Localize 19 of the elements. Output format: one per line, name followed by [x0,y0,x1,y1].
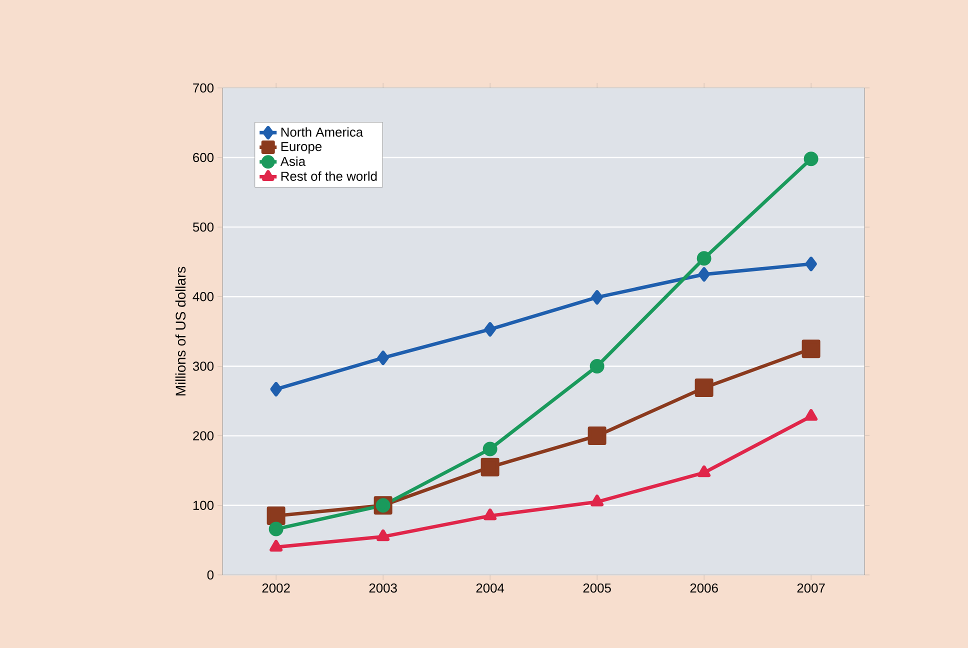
x-tick-label: 2004 [476,583,504,593]
y-tick-label: 100 [193,500,214,510]
y-tick-label: 300 [192,362,214,371]
x-tick-label: 2002 [262,583,290,593]
y-tick-label: 700 [193,83,214,93]
legend-label: Asia [280,156,306,166]
y-tick-label: 0 [207,570,214,580]
y-tick-label: 600 [193,152,214,162]
x-tick-label: 2005 [583,583,611,593]
x-tick-label: 2007 [797,583,825,593]
y-tick-label: 200 [193,431,214,440]
y-axis-title: Millions of US dollars [175,266,186,396]
x-tick-label: 2003 [369,583,397,593]
x-tick-label: 2006 [690,583,718,593]
y-tick-label: 500 [192,222,214,232]
y-tick-label: 400 [192,292,214,302]
legend-label: North America [281,127,364,137]
legend-label: Rest of the world [281,171,377,181]
legend-label: Europe [281,142,322,154]
